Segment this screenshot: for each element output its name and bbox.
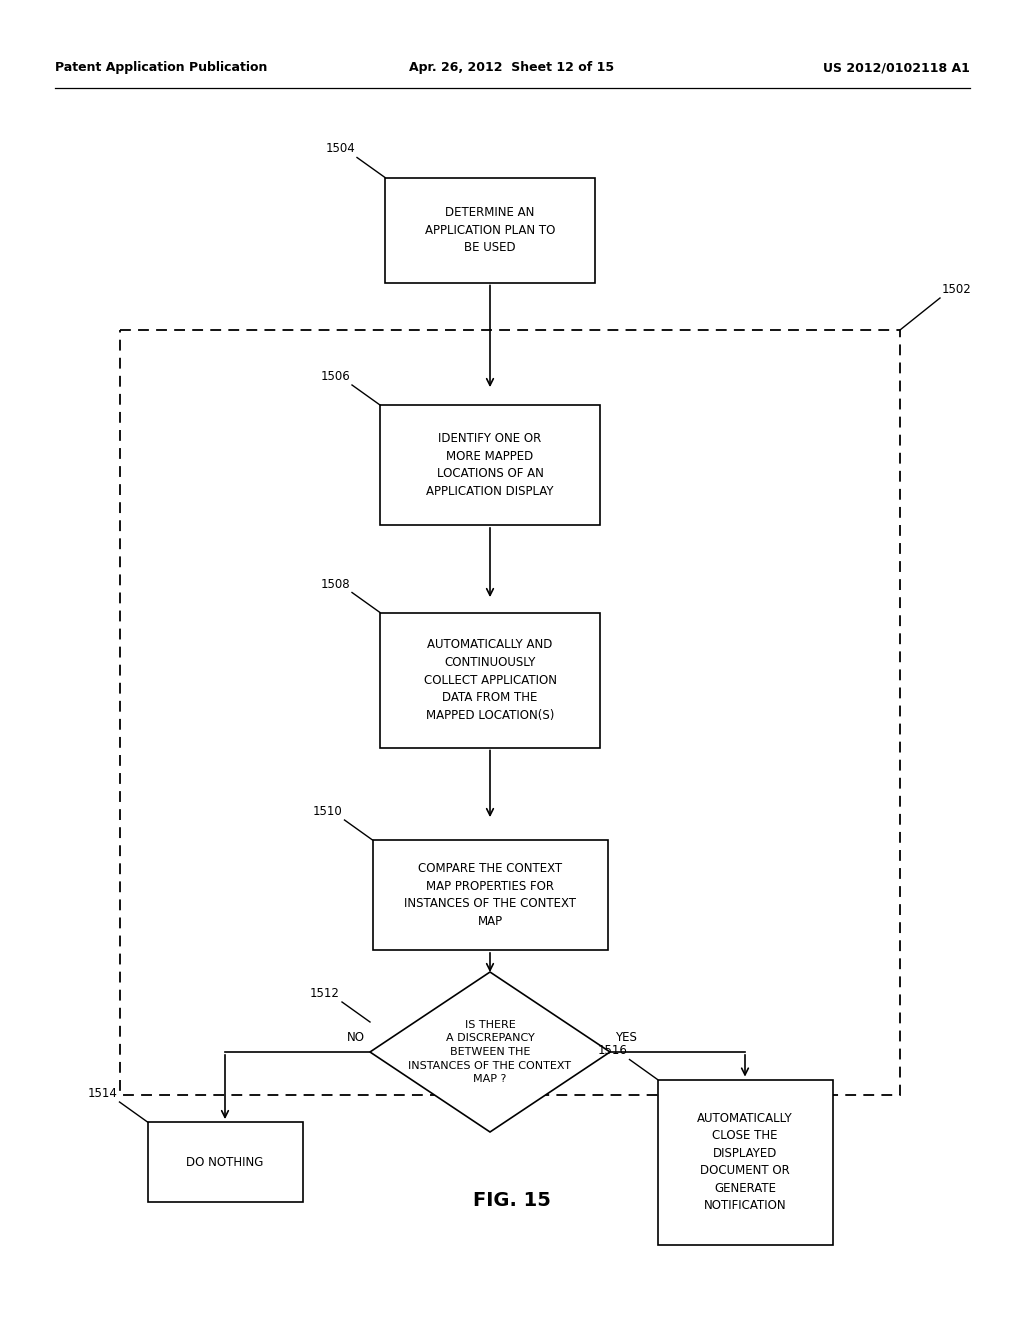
Text: AUTOMATICALLY
CLOSE THE
DISPLAYED
DOCUMENT OR
GENERATE
NOTIFICATION: AUTOMATICALLY CLOSE THE DISPLAYED DOCUME… <box>697 1111 793 1212</box>
Polygon shape <box>370 972 610 1133</box>
Bar <box>373 840 607 950</box>
Text: 1512: 1512 <box>310 987 340 1001</box>
Bar <box>380 612 600 747</box>
Text: 1508: 1508 <box>321 578 350 590</box>
Bar <box>657 1080 833 1245</box>
Text: 1510: 1510 <box>312 805 342 818</box>
Text: IDENTIFY ONE OR
MORE MAPPED
LOCATIONS OF AN
APPLICATION DISPLAY: IDENTIFY ONE OR MORE MAPPED LOCATIONS OF… <box>426 432 554 498</box>
Bar <box>385 177 595 282</box>
Text: 1502: 1502 <box>942 282 972 296</box>
Text: DETERMINE AN
APPLICATION PLAN TO
BE USED: DETERMINE AN APPLICATION PLAN TO BE USED <box>425 206 555 253</box>
Text: COMPARE THE CONTEXT
MAP PROPERTIES FOR
INSTANCES OF THE CONTEXT
MAP: COMPARE THE CONTEXT MAP PROPERTIES FOR I… <box>404 862 575 928</box>
Text: Apr. 26, 2012  Sheet 12 of 15: Apr. 26, 2012 Sheet 12 of 15 <box>410 62 614 74</box>
Text: 1516: 1516 <box>598 1044 628 1057</box>
Text: YES: YES <box>615 1031 637 1044</box>
Bar <box>147 1122 302 1203</box>
Text: 1514: 1514 <box>88 1086 118 1100</box>
Text: IS THERE
A DISCREPANCY
BETWEEN THE
INSTANCES OF THE CONTEXT
MAP ?: IS THERE A DISCREPANCY BETWEEN THE INSTA… <box>409 1020 571 1084</box>
Text: FIG. 15: FIG. 15 <box>473 1191 551 1209</box>
Bar <box>120 330 900 1096</box>
Text: 1504: 1504 <box>326 143 355 156</box>
Text: US 2012/0102118 A1: US 2012/0102118 A1 <box>823 62 970 74</box>
Text: NO: NO <box>347 1031 365 1044</box>
Text: 1506: 1506 <box>321 370 350 383</box>
Text: Patent Application Publication: Patent Application Publication <box>55 62 267 74</box>
Text: DO NOTHING: DO NOTHING <box>186 1155 264 1168</box>
Bar <box>380 405 600 525</box>
Text: AUTOMATICALLY AND
CONTINUOUSLY
COLLECT APPLICATION
DATA FROM THE
MAPPED LOCATION: AUTOMATICALLY AND CONTINUOUSLY COLLECT A… <box>424 639 556 722</box>
